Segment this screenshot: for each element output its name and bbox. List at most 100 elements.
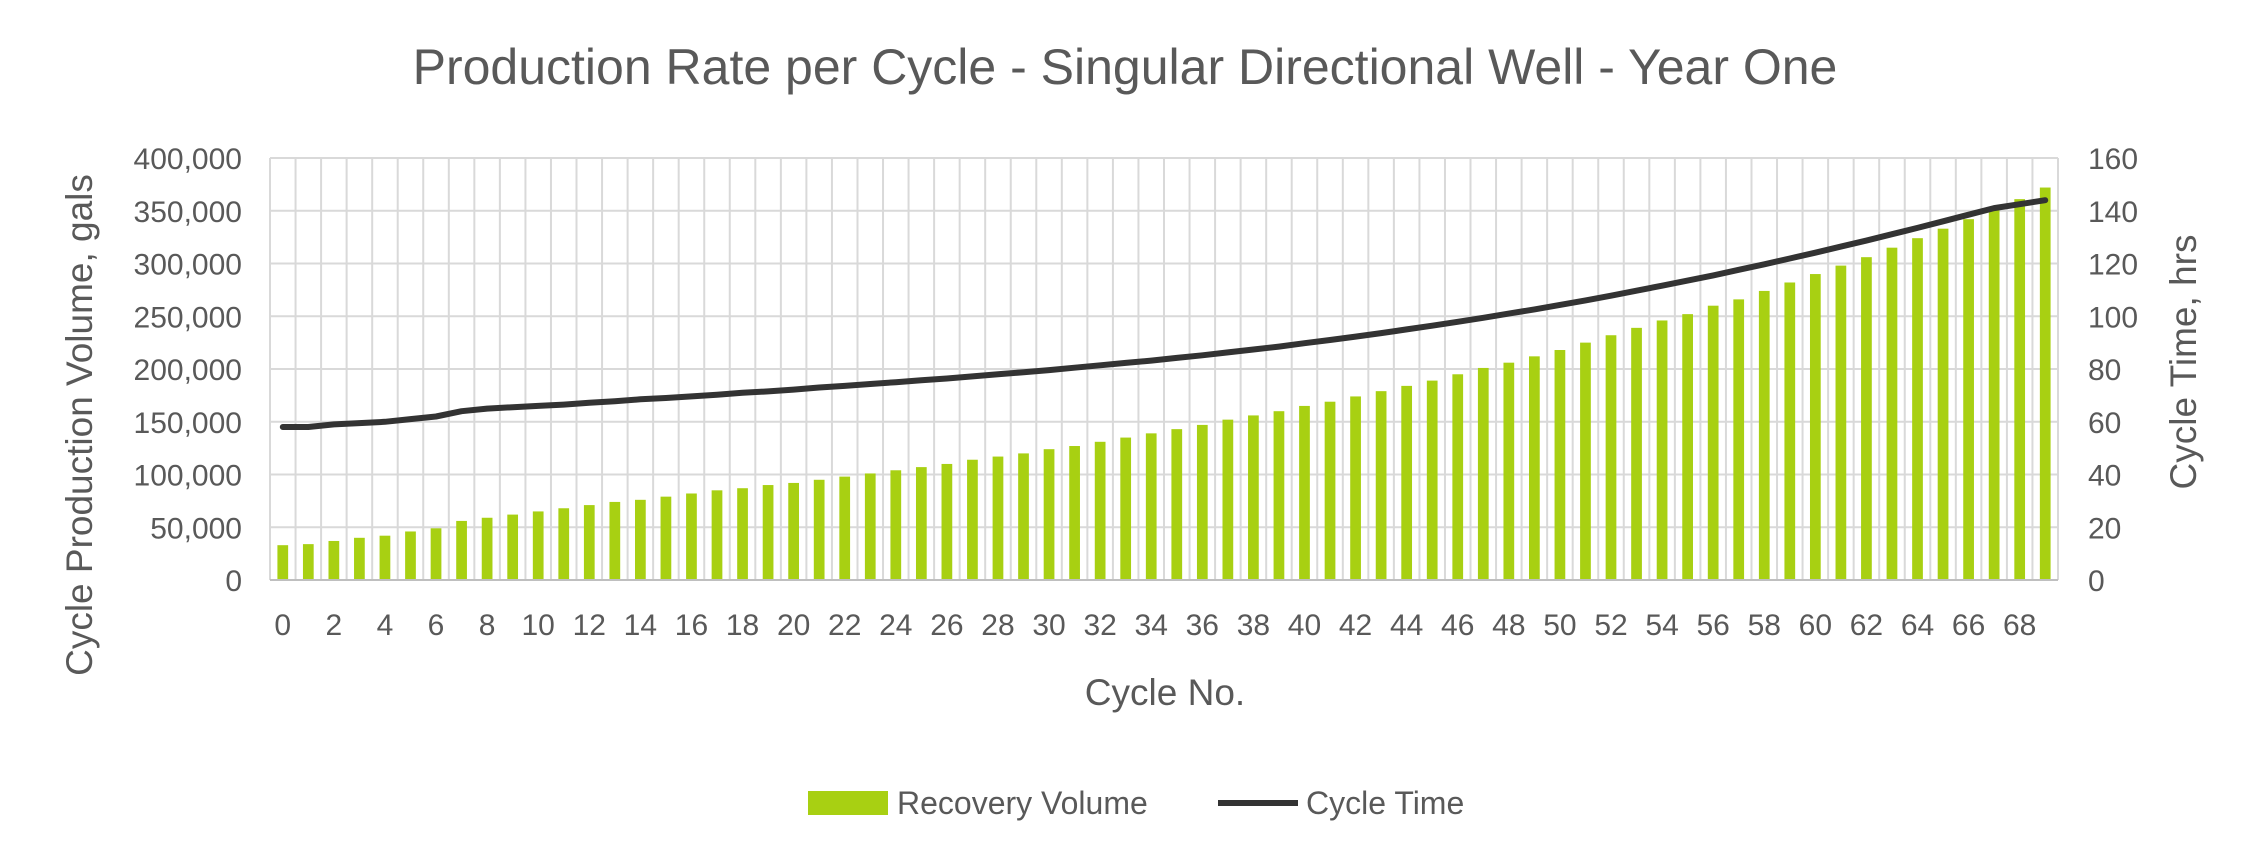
bar	[609, 501, 621, 580]
bar	[1401, 385, 1413, 580]
legend-label-recovery-volume: Recovery Volume	[897, 785, 1148, 821]
legend: Recovery Volume Cycle Time	[808, 785, 1464, 821]
y-axis-right-label: Cycle Time, hrs	[2163, 235, 2204, 490]
y-tick-left: 400,000	[134, 143, 242, 176]
x-tick: 38	[1237, 609, 1270, 642]
bar	[1350, 396, 1361, 580]
bar	[532, 511, 544, 580]
bar	[1196, 424, 1208, 580]
bar	[915, 467, 927, 580]
bar	[1963, 219, 1974, 580]
bar	[1656, 320, 1668, 580]
x-tick: 60	[1799, 609, 1832, 642]
x-tick: 34	[1135, 609, 1168, 642]
bar	[1094, 441, 1106, 580]
bar	[967, 459, 978, 580]
x-tick: 18	[726, 609, 759, 642]
x-tick: 66	[1952, 609, 1985, 642]
x-tick: 62	[1850, 609, 1883, 642]
bar	[507, 514, 519, 580]
x-tick: 4	[377, 609, 394, 642]
bar	[1145, 433, 1157, 580]
bar	[583, 505, 595, 580]
bar	[1426, 380, 1438, 580]
legend-swatch-recovery-volume	[808, 791, 888, 815]
bar	[1631, 327, 1642, 580]
bar	[1324, 401, 1336, 580]
y-axis-left-ticks: 0 50,000 100,000 150,000 200,000 250,000 300,0…	[134, 143, 242, 598]
bar	[2039, 187, 2051, 581]
bar	[328, 540, 340, 580]
y-tick-right: 20	[2088, 512, 2121, 545]
line-series-cycle-time	[279, 197, 2049, 430]
bar	[1707, 305, 1719, 580]
bar	[1988, 209, 2000, 580]
bar	[839, 476, 851, 580]
gridlines	[269, 157, 2059, 581]
x-tick: 16	[675, 609, 708, 642]
y-tick-left: 50,000	[150, 512, 242, 545]
x-tick: 44	[1390, 609, 1423, 642]
bar	[890, 470, 902, 580]
bar	[1248, 415, 1259, 580]
y-tick-left: 100,000	[134, 460, 242, 493]
bar	[1452, 374, 1464, 580]
bar	[277, 545, 289, 580]
bar	[354, 537, 365, 580]
bar	[456, 520, 467, 580]
y-axis-right-ticks: 0 20 40 60 80 100 120 140 160	[2088, 143, 2138, 598]
y-tick-right: 40	[2088, 460, 2121, 493]
bar	[941, 463, 953, 580]
bar	[1580, 342, 1591, 580]
x-tick: 30	[1032, 609, 1065, 642]
bar	[379, 535, 391, 580]
x-tick: 42	[1339, 609, 1372, 642]
x-tick: 2	[326, 609, 343, 642]
bar	[1835, 265, 1847, 580]
bar	[430, 528, 442, 580]
x-axis-label: Cycle No.	[1085, 672, 1245, 713]
bar	[405, 531, 416, 580]
x-tick: 54	[1645, 609, 1678, 642]
bar	[788, 482, 799, 580]
x-tick: 50	[1543, 609, 1576, 642]
bar	[992, 456, 1004, 580]
y-tick-right: 100	[2088, 301, 2138, 334]
x-tick: 32	[1083, 609, 1116, 642]
x-tick: 56	[1696, 609, 1729, 642]
y-tick-right: 140	[2088, 196, 2138, 229]
bar	[1299, 405, 1310, 580]
bar	[1529, 356, 1540, 580]
x-tick: 46	[1441, 609, 1474, 642]
bar-series-recovery-volume	[277, 187, 2051, 581]
bar	[1120, 437, 1132, 580]
bar	[1171, 429, 1183, 580]
bar	[481, 517, 493, 580]
chart-title: Production Rate per Cycle - Singular Dir…	[413, 39, 1838, 95]
y-tick-left: 300,000	[134, 249, 242, 282]
y-tick-left: 200,000	[134, 354, 242, 387]
bar	[1784, 282, 1796, 580]
x-tick: 26	[930, 609, 963, 642]
x-tick: 24	[879, 609, 912, 642]
bar	[660, 496, 672, 580]
bar	[1554, 350, 1566, 580]
bar	[864, 473, 876, 580]
bar	[1758, 290, 1770, 580]
x-axis-ticks: 0 2 4 6 8 10 12 14 16 18 20 22 24 26 28 30 32 34 36 38 40 42 4…	[274, 609, 2036, 642]
x-tick: 10	[522, 609, 555, 642]
x-tick: 68	[2003, 609, 2036, 642]
bar	[302, 544, 314, 580]
x-tick: 14	[624, 609, 657, 642]
bar	[635, 499, 646, 580]
y-tick-right: 60	[2088, 407, 2121, 440]
bar	[1503, 362, 1515, 580]
bar	[813, 479, 825, 580]
x-tick: 48	[1492, 609, 1525, 642]
y-tick-right: 80	[2088, 354, 2121, 387]
x-tick: 20	[777, 609, 810, 642]
bar	[1018, 453, 1029, 580]
bar	[1605, 335, 1617, 580]
y-axis-left-label: Cycle Production Volume, gals	[59, 174, 100, 676]
